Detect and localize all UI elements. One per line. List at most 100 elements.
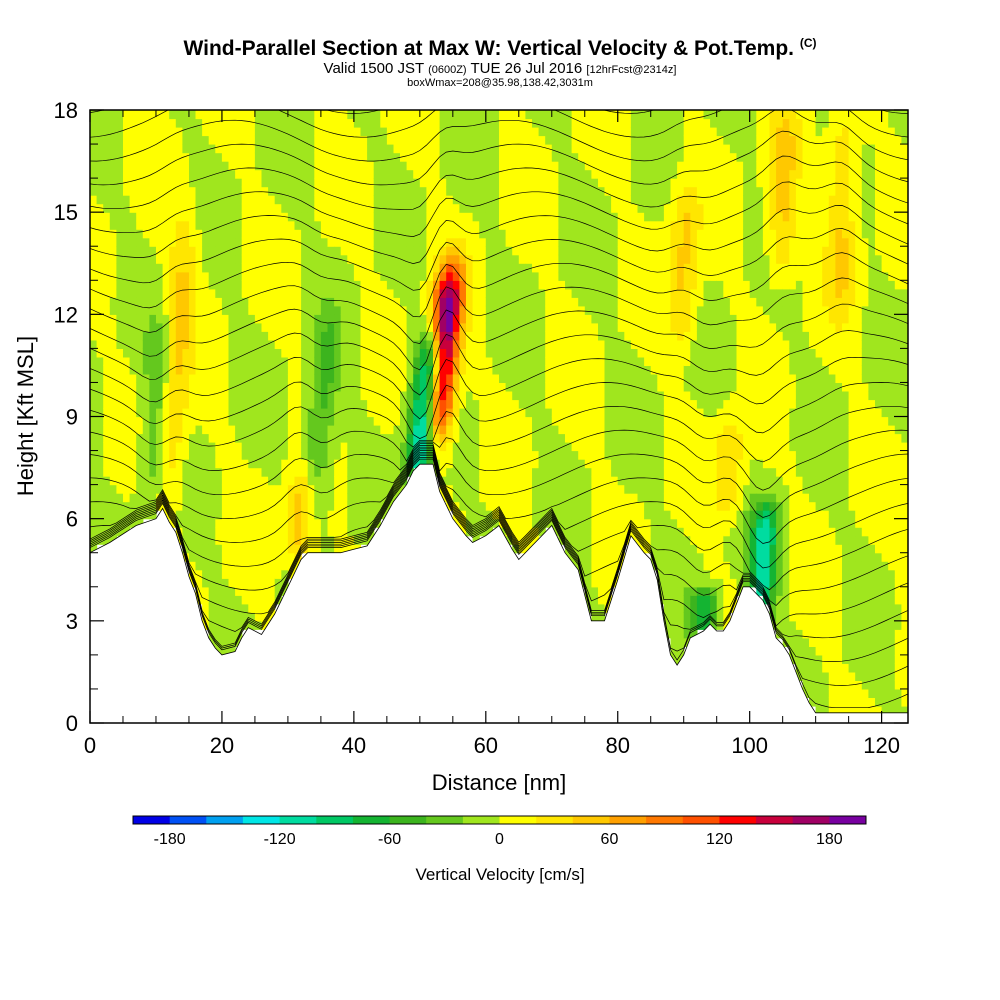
field-cell <box>598 467 606 477</box>
field-cell <box>650 305 658 315</box>
field-cell <box>591 178 599 188</box>
field-cell <box>175 408 183 418</box>
field-cell <box>598 510 606 520</box>
field-cell <box>116 161 124 171</box>
field-cell <box>584 288 592 298</box>
field-cell <box>327 152 335 162</box>
field-cell <box>162 476 170 486</box>
field-cell <box>248 110 256 120</box>
field-cell <box>393 484 401 494</box>
field-cell <box>195 518 203 528</box>
field-cell <box>650 348 658 358</box>
field-cell <box>235 629 243 639</box>
field-cell <box>611 501 619 511</box>
field-cell <box>189 288 197 298</box>
field-cell <box>149 408 157 418</box>
field-cell <box>406 118 414 128</box>
field-cell <box>103 416 111 426</box>
field-cell <box>571 314 579 324</box>
field-cell <box>696 246 705 256</box>
field-cell <box>578 501 586 511</box>
field-cell <box>347 518 355 528</box>
field-cell <box>598 459 606 469</box>
field-cell <box>703 271 711 281</box>
field-cell <box>419 416 427 426</box>
field-cell <box>532 501 540 511</box>
field-cell <box>334 459 342 469</box>
field-cell <box>591 510 599 520</box>
field-cell <box>281 510 289 520</box>
field-cell <box>301 254 309 264</box>
field-cell <box>650 280 658 290</box>
field-cell <box>690 186 698 196</box>
field-cell <box>703 373 711 383</box>
field-cell <box>334 365 342 375</box>
field-cell <box>353 271 362 281</box>
field-cell <box>446 118 454 128</box>
field-cell <box>479 365 487 375</box>
field-cell <box>228 161 236 171</box>
field-cell <box>624 484 632 494</box>
field-cell <box>624 365 632 375</box>
field-cell <box>545 382 553 392</box>
field-cell <box>347 459 355 469</box>
field-cell <box>380 391 388 401</box>
field-cell <box>162 314 170 324</box>
field-cell <box>96 237 104 247</box>
field-cell <box>663 408 672 418</box>
field-cell <box>287 399 296 409</box>
field-cell <box>373 237 381 247</box>
field-cell <box>367 220 375 230</box>
field-cell <box>683 339 691 349</box>
field-cell <box>565 135 573 145</box>
field-cell <box>136 118 144 128</box>
field-cell <box>162 118 170 128</box>
field-cell <box>248 127 256 137</box>
field-cell <box>261 135 269 145</box>
field-cell <box>195 127 203 137</box>
field-cell <box>221 195 230 205</box>
field-cell <box>598 442 606 452</box>
field-cell <box>149 169 157 179</box>
field-cell <box>254 612 263 622</box>
field-cell <box>301 144 309 154</box>
field-cell <box>175 425 183 435</box>
field-cell <box>578 382 586 392</box>
field-cell <box>261 544 269 554</box>
field-cell <box>380 348 388 358</box>
field-cell <box>380 442 388 452</box>
field-cell <box>373 501 381 511</box>
field-cell <box>696 450 705 460</box>
field-cell <box>518 356 526 366</box>
field-cell <box>360 356 368 366</box>
field-cell <box>644 280 652 290</box>
field-cell <box>565 365 573 375</box>
field-cell <box>591 271 599 281</box>
field-cell <box>162 322 170 332</box>
field-cell <box>228 356 236 366</box>
field-cell <box>598 476 606 486</box>
field-cell <box>241 322 249 332</box>
field-cell <box>545 161 553 171</box>
field-cell <box>162 450 170 460</box>
field-cell <box>683 280 691 290</box>
field-cell <box>598 195 606 205</box>
field-cell <box>314 501 322 511</box>
field-cell <box>90 425 98 435</box>
field-cell <box>353 110 362 120</box>
field-cell <box>485 518 493 528</box>
field-cell <box>136 339 144 349</box>
field-cell <box>287 186 296 196</box>
field-cell <box>228 237 236 247</box>
field-cell <box>169 450 177 460</box>
field-cell <box>386 493 395 503</box>
field-cell <box>307 365 315 375</box>
field-cell <box>617 391 625 401</box>
field-cell <box>241 586 249 596</box>
field-cell <box>459 408 467 418</box>
field-cell <box>268 425 276 435</box>
field-cell <box>221 586 230 596</box>
field-cell <box>314 271 322 281</box>
field-cell <box>228 297 236 307</box>
field-cell <box>221 535 230 545</box>
